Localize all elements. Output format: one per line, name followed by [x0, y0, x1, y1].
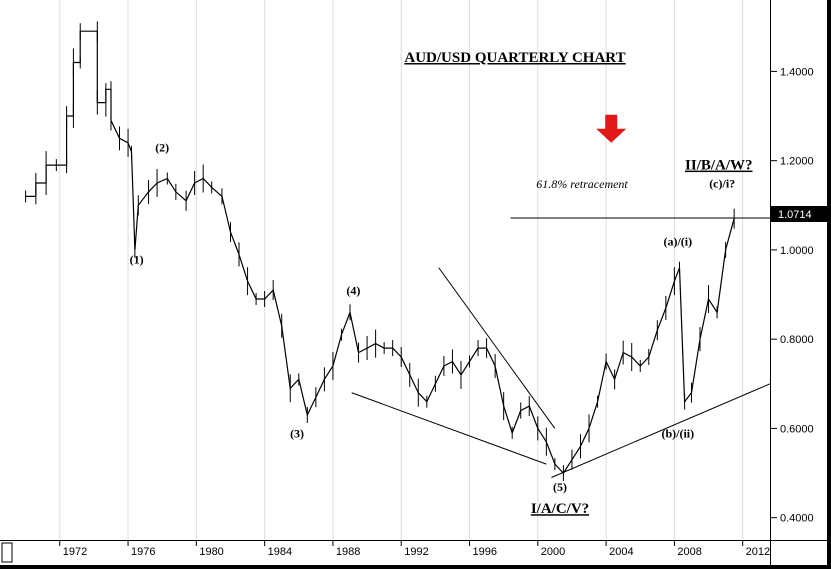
price-series [25, 21, 735, 482]
y-tick-label: 0.4000 [780, 513, 814, 525]
x-tick-label: 1996 [473, 546, 497, 558]
x-tick-label: 2008 [677, 546, 701, 558]
wave-label: (4) [346, 284, 360, 298]
x-tick-label: 1984 [268, 546, 292, 558]
x-tick-label: 1988 [336, 546, 360, 558]
bottom-left-box [1, 542, 13, 563]
x-axis: 1972 1976 1980 1984 1988 1992 1996 2000 2004 2008… [59, 541, 770, 558]
wave-count-label: II/B/A/W? [685, 158, 753, 174]
retracement-label: 61.8% retracement [536, 177, 628, 191]
y-tick-label: 1.2000 [780, 156, 814, 168]
x-tick-label: 2012 [746, 546, 770, 558]
wave-label: (5) [553, 480, 567, 494]
wave-label: (3) [290, 426, 304, 440]
wave-label: (2) [155, 141, 169, 155]
x-tick-label: 1992 [404, 546, 428, 558]
last-price-tag [771, 206, 827, 222]
x-tick-label: 1980 [199, 546, 223, 558]
x-tick-label: 1972 [63, 546, 87, 558]
corner-box [771, 541, 827, 565]
x-tick-label: 2000 [541, 546, 565, 558]
wave-label: (1) [130, 252, 144, 266]
trendlines [351, 267, 771, 478]
wave-labels: (1) (2) (3) (4) (5) (a)/(i) (b)/(ii) (c)/i? I/A/… [130, 141, 753, 517]
trendline [438, 267, 556, 429]
y-tick-label: 0.8000 [780, 334, 814, 346]
down-arrow-icon [596, 114, 627, 143]
down-arrow-shape [596, 114, 627, 143]
time-axis-panel [0, 541, 770, 565]
y-tick-label: 1.0000 [780, 245, 814, 257]
x-tick-label: 1976 [131, 546, 155, 558]
wave-label: (b)/(ii) [661, 426, 694, 440]
chart-title: AUD/USD QUARTERLY CHART [404, 50, 625, 66]
wave-label: (a)/(i) [663, 234, 692, 248]
y-axis: 0.4000 0.6000 0.8000 1.0000 1.2000 1.4000 [771, 66, 814, 525]
x-gridlines [59, 0, 744, 540]
price-axis-panel [771, 0, 827, 540]
wave-count-label: I/A/C/V? [531, 501, 589, 517]
y-tick-label: 0.6000 [780, 423, 814, 435]
last-price-value: 1.0714 [778, 209, 812, 221]
plot-area [0, 0, 770, 540]
wave-label: (c)/i? [709, 176, 735, 190]
x-tick-label: 2004 [609, 546, 633, 558]
y-tick-label: 1.4000 [780, 66, 814, 78]
trendline [551, 383, 771, 478]
trendline [351, 392, 547, 465]
